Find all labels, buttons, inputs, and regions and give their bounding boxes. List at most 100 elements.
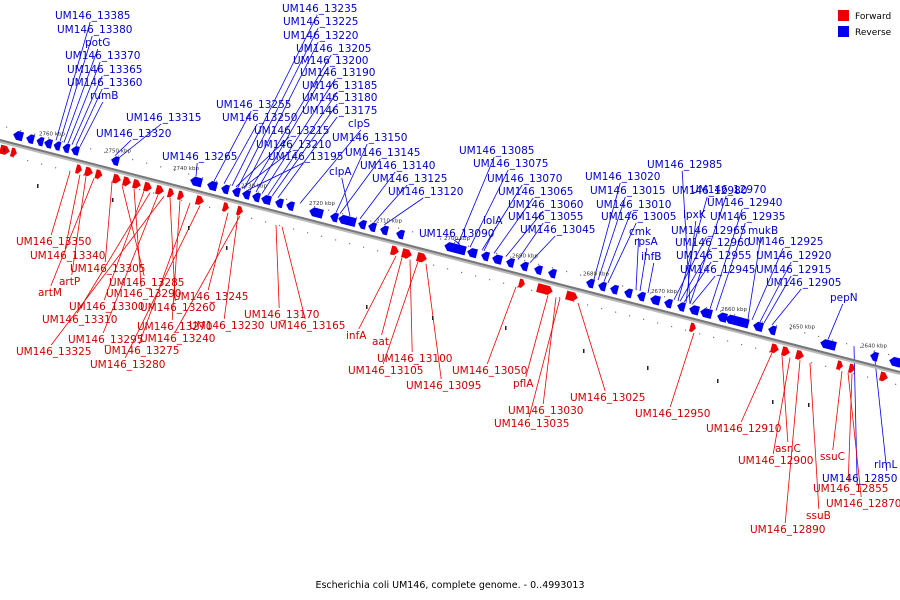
reverse-gene-arrow: [330, 212, 339, 223]
leader-line: [647, 262, 655, 294]
reverse-gene-arrow: [309, 207, 324, 219]
leader-line: [679, 248, 711, 302]
gene-label: mukB: [748, 225, 778, 237]
leader-line: [751, 247, 784, 321]
gene-label: UM146_13095: [406, 380, 481, 392]
gene-label: UM146_12950: [635, 408, 710, 420]
reverse-gene-arrow: [221, 184, 230, 195]
reverse-gene-arrow: [207, 181, 218, 192]
gene-label: UM146_13205: [296, 43, 371, 55]
tick-label: 2680 kbp: [583, 272, 609, 278]
scale-dot: [790, 328, 792, 330]
reverse-gene-arrow: [700, 308, 713, 319]
tick-label: 2650 kbp: [789, 325, 815, 331]
reverse-gene-arrow: [520, 261, 529, 272]
scale-dot: [510, 256, 512, 258]
gene-label: UM146_13175: [302, 105, 377, 117]
scale-dot: [594, 278, 596, 280]
reverse-gene-arrow: [36, 136, 45, 147]
scale-dot: [244, 187, 246, 190]
forward-gene-arrow: [221, 202, 229, 212]
tick-label: 2740 kbp: [173, 166, 199, 172]
leader-line: [223, 123, 258, 184]
scale-dot: [720, 310, 722, 312]
scale-dot: [895, 383, 897, 385]
leader-line: [247, 162, 304, 191]
scale-dot: [335, 239, 337, 241]
leader-line: [483, 226, 497, 251]
scale-dot: [657, 322, 659, 324]
leader-line: [299, 129, 362, 204]
gene-label: UM146_13300: [69, 301, 144, 313]
scale-dot: [853, 372, 855, 375]
leader-line: [207, 212, 229, 291]
leader-line: [669, 332, 695, 408]
scale-dot: [762, 321, 764, 323]
gene-label: UM146_13325: [16, 346, 91, 358]
leader-line: [223, 215, 239, 320]
leader-line: [213, 110, 252, 182]
tick-label: 2730 kbp: [241, 183, 267, 189]
gene-label: UM146_13260: [140, 302, 215, 314]
gene-label: UM146_12970: [691, 184, 766, 196]
gene-label: UM146_13055: [508, 211, 583, 223]
reverse-gene-arrow: [13, 131, 24, 142]
leader-line: [237, 27, 319, 188]
leader-line: [639, 247, 648, 292]
scale-dot: [321, 235, 323, 237]
forward-gene-arrow: [84, 166, 93, 177]
leader-line: [50, 196, 165, 346]
reverse-gene-arrow: [889, 356, 900, 368]
scale-dot: [209, 206, 211, 209]
gene-label: UM146_12900: [738, 455, 813, 467]
leader-line: [457, 156, 495, 245]
feature-tick: [583, 349, 585, 353]
leader-line: [525, 295, 549, 378]
label-leader-lines: [50, 14, 888, 524]
scale-dot: [755, 347, 757, 349]
scale-dot: [482, 249, 484, 251]
reverse-gene-arrow: [26, 134, 35, 145]
gene-label: UM146_12980: [672, 185, 747, 197]
leader-line: [359, 171, 396, 220]
leader-line: [231, 14, 318, 186]
scale-dot: [377, 250, 379, 252]
leader-line: [809, 362, 820, 510]
leader-line: [781, 355, 789, 443]
gene-label: aat: [372, 336, 389, 348]
forward-gene-arrow: [536, 283, 553, 295]
forward-gene-arrow: [195, 195, 204, 205]
gene-label: UM146_12940: [707, 197, 782, 209]
scale-dot: [888, 353, 890, 356]
gene-label: UM146_12955: [676, 250, 751, 262]
gene-label: UM146_12925: [748, 236, 823, 248]
leader-line: [174, 215, 241, 333]
scale-dot: [300, 202, 302, 204]
leader-line: [102, 194, 159, 334]
gene-label: UM146_13035: [494, 418, 569, 430]
scale-dot: [6, 126, 8, 128]
leader-line: [597, 196, 626, 281]
scale-dot: [279, 224, 281, 227]
leader-line: [133, 188, 142, 288]
forward-gene-arrow: [176, 190, 184, 201]
reverse-gene-arrow: [44, 139, 53, 149]
scale-dot: [412, 231, 414, 233]
feature-tick: [717, 379, 719, 383]
scale-dot: [643, 318, 645, 320]
gene-label: UM146_13020: [585, 171, 660, 183]
leader-line: [593, 182, 621, 280]
gene-label: UM146_13380: [57, 24, 132, 36]
leader-line: [50, 178, 95, 287]
gene-label: clpA: [329, 166, 352, 178]
reverse-gene-arrow: [71, 145, 80, 156]
gene-label: UM146_13165: [270, 320, 345, 332]
leader-line: [577, 302, 606, 392]
scale-dot: [475, 275, 477, 277]
scale-dot: [559, 297, 561, 299]
leader-line: [747, 236, 762, 319]
gene-label: UM146_13210: [256, 139, 331, 151]
gene-label: UM146_13190: [300, 67, 375, 79]
gene-label: UM146_13265: [162, 151, 237, 163]
leader-line: [119, 123, 162, 158]
